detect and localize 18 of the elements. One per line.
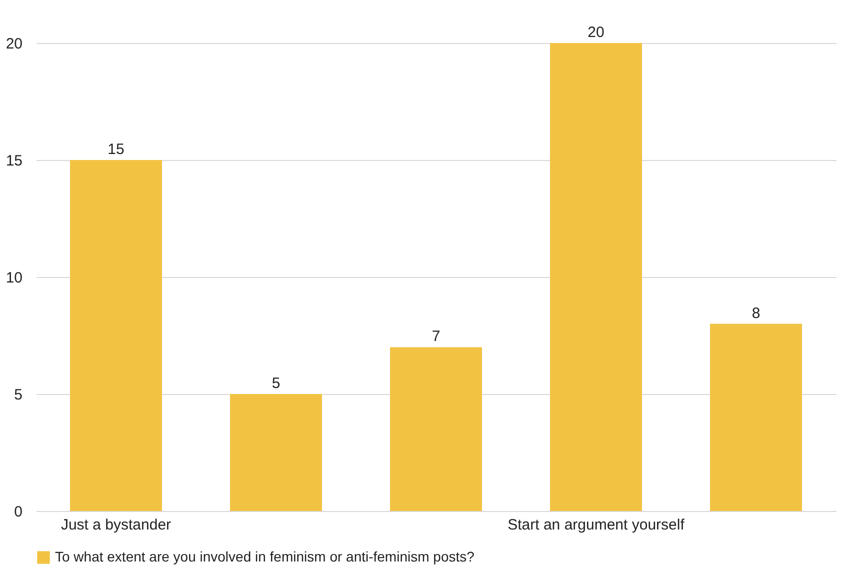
y-tick-label: 15: [6, 152, 22, 170]
x-tick-label: Just a bystander: [60, 516, 172, 534]
y-tick-label: 0: [14, 504, 22, 520]
data-label: 7: [432, 328, 440, 346]
bar: [710, 324, 802, 511]
data-label: 5: [272, 375, 280, 392]
y-tick-label: 20: [6, 36, 22, 52]
legend-label: To what extent are you involved in feminism or anti-feminism posts?: [55, 548, 475, 564]
y-tick-label: 5: [14, 386, 22, 404]
data-label: 8: [752, 304, 760, 322]
bar: [550, 43, 642, 511]
bar: [70, 160, 162, 511]
data-label: 15: [108, 141, 124, 158]
x-tick-label: Start an argument yourself: [508, 516, 686, 534]
data-label: 20: [588, 24, 604, 41]
bar: [390, 347, 482, 511]
y-tick-label: 10: [6, 270, 22, 286]
bar: [230, 394, 322, 511]
